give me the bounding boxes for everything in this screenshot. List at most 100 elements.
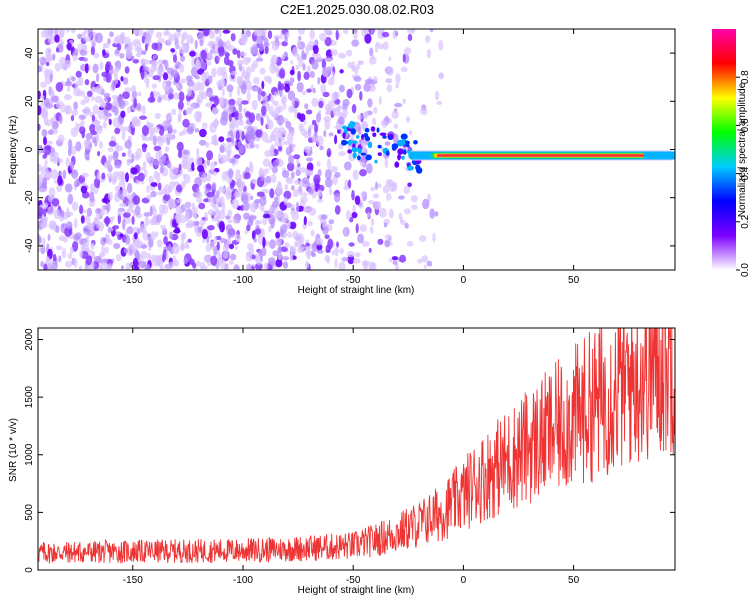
noise-blob [111, 94, 119, 100]
noise-blob [202, 122, 208, 129]
noise-blob [101, 197, 108, 203]
noise-blob [206, 87, 213, 92]
heatmap-xtick-label: 0 [461, 275, 467, 286]
noise-blob [214, 29, 220, 34]
noise-blob [309, 29, 316, 40]
noise-blob [306, 157, 313, 162]
noise-blob [175, 83, 180, 90]
noise-blob [191, 202, 196, 211]
noise-blob [228, 243, 235, 250]
noise-blob [83, 95, 91, 104]
noise-blob [128, 198, 133, 209]
signal-band [437, 154, 675, 157]
noise-blob [96, 171, 100, 181]
noise-blob [223, 55, 230, 66]
noise-blob [346, 49, 353, 57]
snr-xtick-label: -150 [123, 575, 143, 586]
noise-blob [41, 129, 48, 138]
noise-blob [405, 116, 411, 123]
noise-blob [69, 160, 75, 171]
noise-blob [296, 39, 301, 49]
noise-blob [73, 48, 79, 57]
noise-blob [107, 263, 113, 270]
noise-blob [166, 159, 171, 169]
noise-blob [404, 222, 409, 229]
transition-blob [415, 164, 421, 171]
noise-blob [292, 46, 298, 57]
noise-blob [91, 86, 99, 93]
noise-blob [135, 179, 141, 185]
noise-blob [392, 29, 398, 40]
noise-blob [104, 246, 109, 254]
noise-blob [308, 207, 317, 216]
noise-blob [186, 126, 194, 135]
noise-blob [299, 235, 305, 243]
noise-blob [155, 31, 163, 39]
noise-blob [257, 235, 263, 245]
noise-blob [55, 225, 60, 234]
noise-blob [350, 60, 356, 71]
noise-blob [59, 114, 63, 124]
noise-blob [124, 216, 132, 224]
noise-blob [221, 88, 225, 97]
noise-blob [142, 230, 149, 241]
noise-blob [302, 192, 308, 197]
noise-blob [70, 29, 76, 34]
noise-blob [85, 255, 93, 266]
noise-blob [153, 170, 159, 180]
noise-blob [213, 161, 218, 166]
noise-blob [211, 182, 217, 190]
heatmap-xlabel: Height of straight line (km) [298, 285, 415, 296]
noise-blob [395, 73, 401, 84]
noise-blob [290, 171, 295, 179]
snr-ytick-label: 2000 [24, 328, 35, 351]
noise-blob [47, 206, 54, 216]
noise-blob [54, 34, 60, 43]
noise-blob [173, 229, 181, 234]
noise-blob [234, 110, 240, 121]
noise-blob [235, 169, 241, 175]
noise-blob [407, 29, 414, 34]
transition-blob [372, 132, 377, 138]
noise-blob [38, 57, 42, 63]
heatmap-ylabel: Frequency (Hz) [8, 116, 19, 185]
snr-frame [37, 327, 676, 571]
noise-blob [391, 256, 399, 261]
noise-blob [66, 86, 71, 92]
noise-blob [291, 185, 295, 191]
noise-blob [116, 95, 123, 104]
noise-blob [255, 262, 263, 270]
noise-blob [276, 210, 283, 218]
noise-blob [343, 29, 349, 34]
noise-blob [377, 183, 382, 189]
noise-blob [140, 250, 148, 260]
noise-blob [270, 95, 275, 104]
noise-blob [334, 258, 338, 269]
noise-blob [303, 131, 311, 139]
transition-blob [360, 152, 367, 156]
noise-blob [117, 170, 125, 177]
noise-blob [215, 257, 224, 265]
noise-blob [286, 202, 292, 208]
noise-blob [394, 102, 403, 108]
noise-blob [156, 65, 165, 77]
noise-blob [194, 128, 200, 133]
noise-blob [212, 106, 217, 115]
noise-blob [42, 216, 49, 223]
noise-blob [219, 196, 225, 206]
noise-blob [81, 31, 87, 38]
transition-blob [364, 136, 371, 142]
noise-blob [283, 190, 292, 200]
noise-blob [295, 201, 300, 213]
noise-blob [230, 70, 238, 76]
noise-blob [171, 166, 179, 175]
heatmap-axes: -150 -100 -50 0 50 -40 -20 0 20 40 [24, 29, 675, 286]
noise-blob [142, 160, 147, 171]
noise-blob [101, 245, 105, 256]
noise-blob [108, 118, 112, 126]
noise-blob [79, 204, 84, 215]
noise-blob [177, 112, 182, 121]
noise-blob [50, 168, 59, 180]
noise-blob [306, 65, 311, 74]
noise-blob [169, 181, 176, 190]
